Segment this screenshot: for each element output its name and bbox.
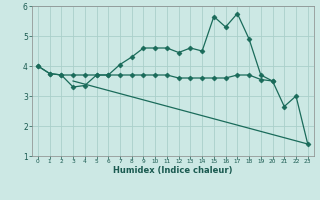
X-axis label: Humidex (Indice chaleur): Humidex (Indice chaleur) xyxy=(113,166,233,175)
